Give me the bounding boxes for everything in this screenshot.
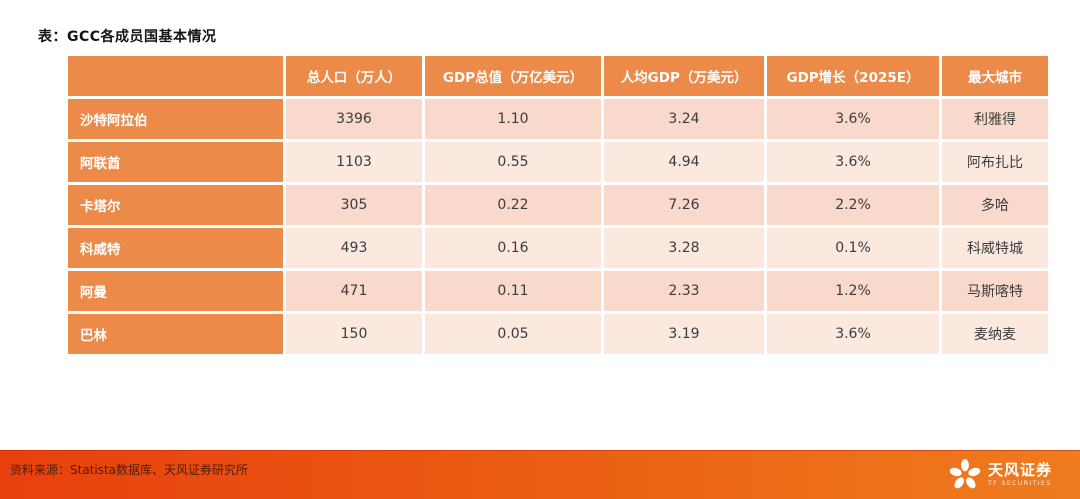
gcc-table: 总人口（万人） GDP总值（万亿美元） 人均GDP（万美元） GDP增长（2025E）… xyxy=(68,56,1048,354)
data-cell: 马斯喀特 xyxy=(942,271,1048,311)
brand-subtitle: TF SECURITIES xyxy=(987,479,1052,487)
table-title: 表：GCC各成员国基本情况 xyxy=(38,29,217,45)
footer-band: 资料来源：Statista数据库、天风证券研究所 天风证券 TF SECURIT… xyxy=(0,450,1080,499)
data-cell: 4.94 xyxy=(604,142,764,182)
column-header: 最大城市 xyxy=(942,56,1048,96)
data-cell: 3.24 xyxy=(604,99,764,139)
row-country-label: 科威特 xyxy=(68,228,283,268)
data-cell: 305 xyxy=(286,185,422,225)
data-cell: 利雅得 xyxy=(942,99,1048,139)
column-header-blank xyxy=(68,56,283,96)
data-cell: 麦纳麦 xyxy=(942,314,1048,354)
data-cell: 2.2% xyxy=(767,185,939,225)
data-cell: 3.6% xyxy=(767,142,939,182)
data-cell: 3.19 xyxy=(604,314,764,354)
data-cell: 471 xyxy=(286,271,422,311)
data-cell: 150 xyxy=(286,314,422,354)
column-header: 人均GDP（万美元） xyxy=(604,56,764,96)
row-country-label: 沙特阿拉伯 xyxy=(68,99,283,139)
data-cell: 0.1% xyxy=(767,228,939,268)
data-cell: 1.2% xyxy=(767,271,939,311)
data-cell: 1103 xyxy=(286,142,422,182)
data-cell: 3.28 xyxy=(604,228,764,268)
row-country-label: 阿联酋 xyxy=(68,142,283,182)
data-cell: 2.33 xyxy=(604,271,764,311)
data-cell: 0.55 xyxy=(425,142,601,182)
data-cell: 0.05 xyxy=(425,314,601,354)
row-country-label: 巴林 xyxy=(68,314,283,354)
flower-icon xyxy=(949,459,981,489)
data-cell: 1.10 xyxy=(425,99,601,139)
column-header: 总人口（万人） xyxy=(286,56,422,96)
data-cell: 493 xyxy=(286,228,422,268)
data-cell: 0.22 xyxy=(425,185,601,225)
brand-name: 天风证券 xyxy=(987,460,1052,479)
brand-logo: 天风证券 TF SECURITIES xyxy=(948,456,1052,494)
source-note: 资料来源：Statista数据库、天风证券研究所 xyxy=(10,463,249,477)
data-cell: 7.26 xyxy=(604,185,764,225)
data-cell: 0.11 xyxy=(425,271,601,311)
data-cell: 3.6% xyxy=(767,99,939,139)
brand-text: 天风证券 TF SECURITIES xyxy=(987,460,1052,487)
column-header: GDP增长（2025E） xyxy=(767,56,939,96)
column-header: GDP总值（万亿美元） xyxy=(425,56,601,96)
row-country-label: 卡塔尔 xyxy=(68,185,283,225)
data-cell: 多哈 xyxy=(942,185,1048,225)
data-cell: 3.6% xyxy=(767,314,939,354)
data-cell: 0.16 xyxy=(425,228,601,268)
data-cell: 3396 xyxy=(286,99,422,139)
data-cell: 科威特城 xyxy=(942,228,1048,268)
data-cell: 阿布扎比 xyxy=(942,142,1048,182)
row-country-label: 阿曼 xyxy=(68,271,283,311)
